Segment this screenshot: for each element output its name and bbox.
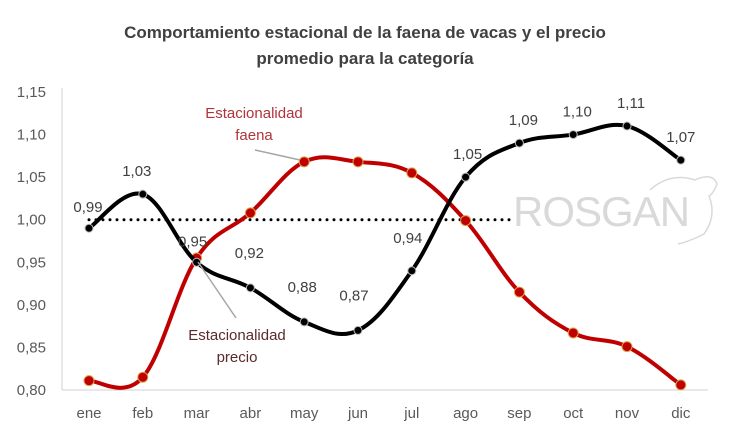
data-point-precio bbox=[622, 121, 632, 131]
x-tick-label: jun bbox=[347, 405, 368, 422]
data-point-precio bbox=[568, 130, 578, 140]
data-point-precio bbox=[353, 325, 363, 335]
data-point-faena bbox=[567, 327, 579, 339]
data-label-precio: 1,03 bbox=[122, 163, 151, 180]
x-tick-label: ago bbox=[453, 405, 478, 422]
x-tick-label: ene bbox=[76, 405, 101, 422]
x-tick-label: sep bbox=[507, 405, 531, 422]
callout-line-faena bbox=[254, 149, 301, 161]
data-point-faena bbox=[352, 156, 364, 168]
chart-title-line2: promedio para la categoría bbox=[256, 49, 474, 68]
data-point-faena bbox=[406, 167, 418, 179]
data-label-precio: 0,94 bbox=[393, 230, 422, 247]
data-point-precio bbox=[407, 266, 417, 276]
data-point-faena bbox=[137, 371, 149, 383]
data-label-precio: 0,87 bbox=[339, 287, 368, 304]
data-point-faena bbox=[513, 286, 525, 298]
x-tick-label: abr bbox=[240, 405, 262, 422]
data-point-faena bbox=[83, 375, 95, 387]
data-point-precio bbox=[514, 138, 524, 148]
x-tick-label: may bbox=[290, 405, 319, 422]
cow-logo-icon bbox=[649, 176, 718, 245]
x-tick-label: mar bbox=[184, 405, 210, 422]
data-point-precio bbox=[138, 189, 148, 199]
data-label-precio: 0,92 bbox=[235, 245, 264, 262]
series-label-faena-line1: Estacionalidad bbox=[205, 105, 303, 122]
data-point-precio bbox=[676, 155, 686, 165]
data-label-precio: 0,99 bbox=[73, 199, 102, 216]
data-point-precio bbox=[192, 257, 202, 267]
data-point-faena bbox=[621, 341, 633, 353]
data-label-precio: 0,88 bbox=[288, 279, 317, 296]
y-tick-label: 0,85 bbox=[17, 339, 46, 356]
data-point-precio bbox=[245, 283, 255, 293]
data-label-precio: 1,10 bbox=[563, 104, 592, 121]
data-point-precio bbox=[299, 317, 309, 327]
x-tick-label: nov bbox=[615, 405, 640, 422]
data-point-faena bbox=[298, 156, 310, 168]
y-tick-label: 0,95 bbox=[17, 254, 46, 271]
series-label-precio-line2: precio bbox=[217, 349, 258, 366]
data-label-precio: 1,07 bbox=[666, 129, 695, 146]
series-label-faena-line2: faena bbox=[235, 127, 273, 144]
x-tick-label: feb bbox=[132, 405, 153, 422]
callout-line-precio bbox=[197, 261, 237, 319]
data-point-faena bbox=[675, 379, 687, 391]
data-point-precio bbox=[84, 223, 94, 233]
data-label-precio: 0,95 bbox=[178, 233, 207, 250]
data-label-precio: 1,11 bbox=[617, 95, 645, 112]
series-label-precio-line1: Estacionalidad bbox=[188, 327, 286, 344]
y-tick-label: 1,00 bbox=[17, 212, 46, 229]
data-point-faena bbox=[460, 215, 472, 227]
x-tick-label: dic bbox=[671, 405, 691, 422]
y-tick-label: 1,15 bbox=[17, 84, 46, 101]
y-tick-label: 0,80 bbox=[17, 382, 46, 399]
watermark-logo: ROSGAN bbox=[513, 188, 689, 235]
y-tick-label: 1,10 bbox=[17, 127, 46, 144]
data-label-precio: 1,05 bbox=[453, 146, 482, 163]
data-point-faena bbox=[244, 207, 256, 219]
data-point-precio bbox=[461, 172, 471, 182]
chart-title-line1: Comportamiento estacional de la faena de… bbox=[124, 23, 606, 42]
x-tick-label: jul bbox=[403, 405, 419, 422]
y-tick-label: 1,05 bbox=[17, 169, 46, 186]
data-label-precio: 1,09 bbox=[509, 112, 538, 129]
y-tick-label: 0,90 bbox=[17, 297, 46, 314]
x-tick-label: oct bbox=[563, 405, 584, 422]
